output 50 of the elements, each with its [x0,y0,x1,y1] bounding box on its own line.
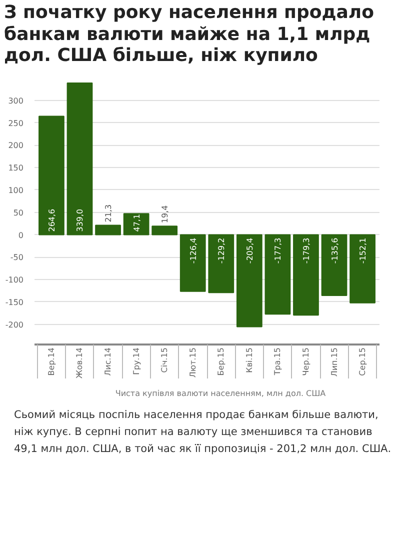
y-tick-label: 50 [13,208,24,218]
bar [236,234,262,328]
bar [123,213,150,236]
bar [321,234,348,296]
x-tick-label: Бер.15 [216,347,226,376]
chart-title: З початку року населення продало банкам валюти майже на 1,1 млрд дол. США більше, ніж купило [4,2,375,67]
y-tick-label: 300 [8,96,24,106]
data-label: 47,1 [132,214,142,232]
bar [208,234,234,294]
bar [38,116,64,236]
x-tick-label: Тра.15 [273,347,282,376]
x-tick-label: Лип.15 [330,347,339,377]
y-tick-label: -200 [5,320,24,330]
data-label: -152,1 [358,238,368,264]
x-tick-label: Жов.14 [75,347,84,378]
y-tick-label: 150 [8,164,24,173]
x-tick-label: Чер.15 [301,347,310,376]
x-tick-label: Гру.14 [132,347,141,375]
bar [264,234,291,315]
bar [152,226,178,236]
x-tick-label: Сер.15 [358,347,368,376]
data-label: -135,6 [330,238,340,264]
y-tick-label: -100 [5,276,24,285]
x-tick-label: Лис.14 [104,347,113,376]
text: Сьомий місяць поспіль населення продає банкам більше валюти, ніж купує. В серпні попит на валюту ще зменшився та становив 49,1 млн дол. США, в той час як її пропозиція - 201,2 млн дол. США. [14,408,392,457]
bar [180,234,206,292]
x-tick-label: Лют.15 [188,347,198,378]
x-tick-label: Вер.14 [46,347,56,376]
data-label: 19,4 [160,205,170,224]
text: Чиста купівля валюти населенням, млн дол. США [115,388,326,398]
y-tick-label: 0 [18,230,24,240]
bar [293,234,319,316]
y-tick-label: 100 [8,186,24,195]
data-label: -129,2 [217,238,226,264]
y-tick-label: -150 [5,298,24,307]
bar [66,82,93,236]
data-label: -179,3 [302,238,311,264]
y-tick-label: 200 [8,141,24,150]
data-label: 339,0 [76,208,85,232]
data-label: -177,3 [274,238,283,264]
y-tick-label: 250 [8,118,24,128]
y-tick-label: -50 [10,253,24,262]
x-tick-label: Січ.15 [160,347,170,373]
data-label: 21,3 [104,204,114,222]
bar [350,234,376,304]
bar [95,224,121,236]
data-label: -205,4 [245,238,254,264]
data-label: -126,4 [188,238,198,264]
data-label: 264,6 [47,208,56,232]
x-tick-label: Кві.15 [244,347,254,373]
